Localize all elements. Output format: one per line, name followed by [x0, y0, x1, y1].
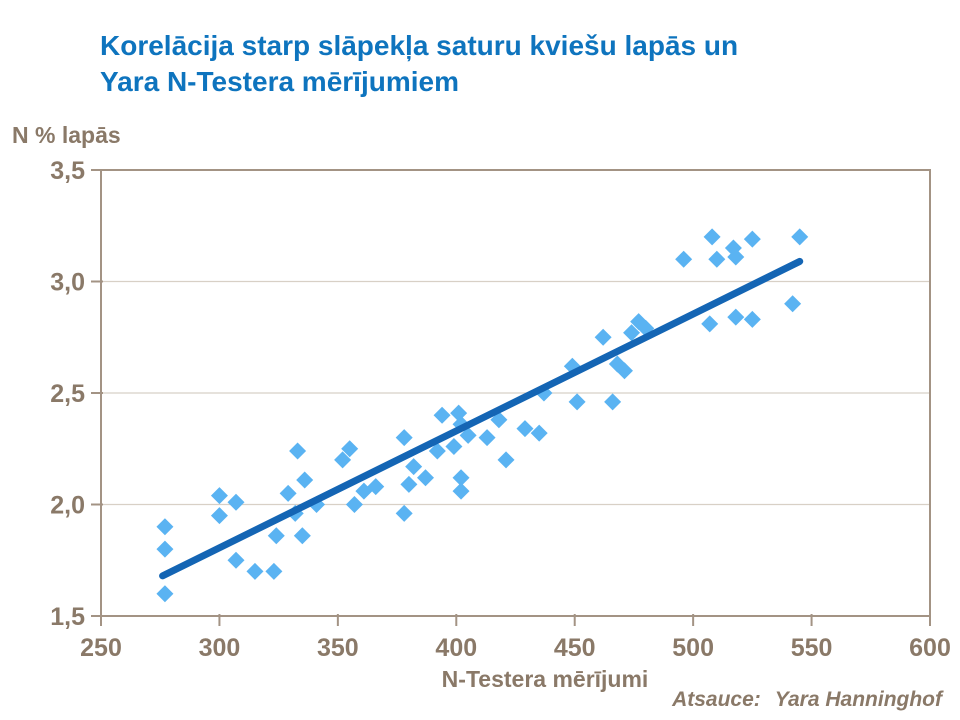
x-tick-label: 350: [317, 634, 359, 662]
scatter-point: [623, 324, 641, 342]
attribution-label: Atsauce:: [672, 688, 761, 711]
y-axis-title: N % lapās: [12, 122, 121, 148]
scatter-point: [497, 451, 515, 469]
scatter-point: [675, 250, 693, 268]
scatter-point: [341, 440, 359, 458]
scatter-point: [530, 424, 548, 442]
x-tick-label: 600: [909, 634, 951, 662]
scatter-point: [405, 458, 423, 476]
scatter-point: [604, 393, 622, 411]
scatter-point: [452, 482, 470, 500]
scatter-point: [156, 540, 174, 558]
attribution-value: Yara Hanninghof: [774, 688, 942, 711]
x-tick-label: 550: [791, 634, 833, 662]
x-tick-label: 450: [554, 634, 596, 662]
scatter-point: [478, 429, 496, 447]
scatter-point: [433, 406, 451, 424]
y-tick-label: 3,0: [50, 269, 85, 297]
scatter-point: [743, 310, 761, 328]
scatter-point: [265, 562, 283, 580]
scatter-point: [450, 404, 468, 422]
scatter-point: [293, 527, 311, 545]
attribution: Atsauce: Yara Hanninghof: [672, 688, 942, 712]
scatter-point: [367, 478, 385, 496]
scatter-point: [708, 250, 726, 268]
x-axis-title: N-Testera mērījumi: [441, 666, 649, 692]
scatter-point: [210, 507, 228, 525]
scatter-point: [227, 551, 245, 569]
scatter-point: [727, 248, 745, 266]
y-tick-label: 2,0: [50, 492, 85, 520]
chart-title: Korelācija starp slāpekļa saturu kviešu …: [100, 28, 738, 100]
scatter-point: [400, 475, 418, 493]
scatter-point: [210, 487, 228, 505]
scatter-point: [568, 393, 586, 411]
x-tick-label: 500: [672, 634, 714, 662]
scatter-point: [156, 585, 174, 603]
scatter-point: [416, 469, 434, 487]
scatter-point: [743, 230, 761, 248]
y-tick-label: 2,5: [50, 380, 85, 408]
scatter-point: [516, 420, 534, 438]
scatter-point: [459, 426, 477, 444]
scatter-point: [703, 228, 721, 246]
scatter-point: [428, 442, 446, 460]
scatter-point: [701, 315, 719, 333]
y-tick-label: 3,5: [50, 157, 85, 185]
scatter-point: [296, 471, 314, 489]
scatter-point: [784, 295, 802, 313]
x-tick-label: 300: [199, 634, 241, 662]
scatter-point: [227, 493, 245, 511]
scatter-point: [289, 442, 307, 460]
chart-title-line2: Yara N-Testera mērījumiem: [100, 66, 459, 97]
scatter-point: [594, 328, 612, 346]
trend-line: [159, 257, 804, 580]
chart-title-line1: Korelācija starp slāpekļa saturu kviešu …: [100, 30, 739, 61]
scatter-point: [246, 562, 264, 580]
scatter-point: [345, 496, 363, 513]
scatter-point: [445, 438, 463, 456]
scatter-point: [156, 518, 174, 536]
scatter-point: [727, 308, 745, 326]
scatter-point: [267, 527, 285, 545]
scatter-point: [615, 362, 633, 380]
scatter-point: [279, 484, 297, 502]
scatter-point: [395, 504, 413, 522]
scatter-point: [452, 469, 470, 487]
x-tick-label: 250: [80, 634, 122, 662]
y-tick-label: 1,5: [50, 603, 85, 631]
scatter-point: [334, 451, 352, 469]
scatter-point: [395, 429, 413, 447]
x-tick-label: 400: [435, 634, 477, 662]
scatter-point: [791, 228, 809, 246]
